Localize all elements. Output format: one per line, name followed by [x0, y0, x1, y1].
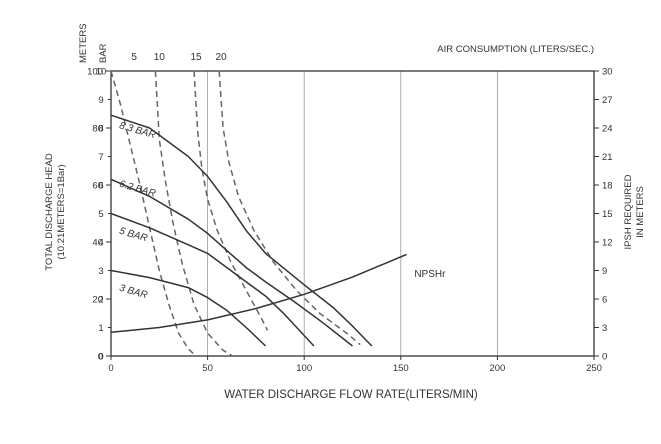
bar-tick-label-1: 1	[98, 323, 103, 334]
air-consumption-curves	[110, 70, 361, 357]
pressure-curve-3-bar	[110, 269, 267, 347]
npsh-curve	[110, 253, 407, 334]
left-axis-label: TOTAL DISCHARGE HEAD	[44, 153, 55, 271]
bar-tick-label-0: 0	[98, 352, 103, 363]
left-tick-label-80: 80	[92, 124, 103, 135]
left-tick-label-100: 100	[87, 67, 103, 78]
right-tick-label-27: 27	[602, 95, 613, 106]
right-tick-label-12: 12	[602, 238, 613, 249]
air-label-20: 20	[216, 52, 228, 63]
right-tick-label-21: 21	[602, 152, 613, 163]
right-tick-label-18: 18	[602, 181, 613, 192]
right-tick-label-3: 3	[602, 323, 607, 334]
right-tick-label-24: 24	[602, 124, 613, 135]
pressure-curve-6-2-bar	[110, 178, 353, 347]
x-axis-ticks: 0 50 100 150 200 250	[108, 356, 602, 374]
air-label-15: 15	[190, 52, 202, 63]
pressure-curve-5-bar	[110, 212, 315, 347]
pressure-label-6-2-bar: 6.2 BAR	[118, 179, 157, 200]
air-curve-10	[154, 70, 234, 357]
air-consumption-labels: 5 10 15 20	[131, 52, 227, 63]
x-tick-label-100: 100	[296, 363, 312, 374]
x-tick-label-200: 200	[489, 363, 505, 374]
bar-tick-label-9: 9	[98, 95, 103, 106]
left-tick-label-20: 20	[92, 295, 103, 306]
left-tick-label-0: 0	[98, 352, 103, 363]
x-axis-label: WATER DISCHARGE FLOW RATE(LITERS/MIN)	[224, 389, 478, 401]
air-curve-15	[193, 70, 269, 331]
bar-tick-label-10: 10	[96, 67, 107, 78]
right-tick-label-0: 0	[602, 352, 607, 363]
pressure-label-3-bar: 3 BAR	[118, 283, 149, 302]
right-axis-label: IPSH REQUIRED	[623, 174, 634, 249]
left-tick-label-40: 40	[92, 238, 103, 249]
air-consumption-title: AIR CONSUMPTION (LITERS/SEC.)	[437, 44, 594, 55]
right-tick-label-6: 6	[602, 295, 607, 306]
meters-unit-label: METERS	[78, 23, 89, 63]
x-tick-label-50: 50	[202, 363, 213, 374]
bar-tick-label-7: 7	[98, 152, 103, 163]
right-tick-label-30: 30	[602, 67, 613, 78]
bar-tick-label-4: 4	[98, 238, 103, 249]
pressure-label-5-bar: 5 BAR	[118, 226, 149, 245]
bar-unit-label: BAR	[98, 43, 109, 63]
bar-tick-label-5: 5	[98, 209, 103, 220]
right-tick-label-9: 9	[602, 266, 607, 277]
air-label-5: 5	[131, 52, 137, 63]
bar-tick-label-3: 3	[98, 266, 103, 277]
x-tick-label-250: 250	[586, 363, 602, 374]
bar-tick-label-2: 2	[98, 295, 103, 306]
bar-tick-label-6: 6	[98, 181, 103, 192]
air-label-10: 10	[154, 52, 166, 63]
left-axis-sublabel: (10.21METERS=1Bar)	[56, 164, 67, 259]
right-axis-ticks: 0 3 6 9 12 15 18 21 24 27 30	[594, 67, 613, 363]
bar-tick-label-8: 8	[98, 124, 103, 135]
air-curve-20	[218, 70, 361, 346]
grid-lines	[207, 71, 498, 356]
npsh-curve-group: NPSHr	[110, 253, 446, 334]
plot-border	[110, 70, 595, 357]
x-tick-label-0: 0	[108, 363, 113, 374]
npsh-label: NPSHr	[414, 269, 446, 280]
air-curve-5	[110, 70, 197, 357]
left-tick-label-60: 60	[92, 181, 103, 192]
x-tick-label-150: 150	[393, 363, 409, 374]
right-axis-sublabel: IN METERS	[635, 186, 646, 238]
right-tick-label-15: 15	[602, 209, 613, 220]
pressure-curve-8-3-bar	[110, 114, 373, 347]
